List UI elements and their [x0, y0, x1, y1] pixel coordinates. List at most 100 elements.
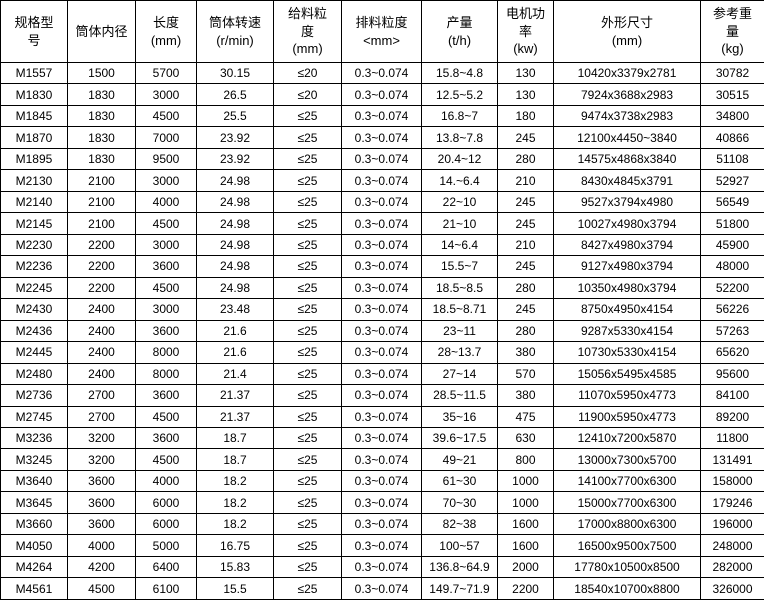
table-cell-discharge-size: 0.3~0.074: [341, 555, 422, 579]
table-cell-length: 3000: [135, 298, 197, 321]
table-cell-cylinder-diameter: 2700: [67, 384, 136, 407]
table-cell-feed-size: ≤20: [273, 83, 342, 106]
table-cell-model: M2145: [0, 212, 68, 235]
table-cell-output: 28.5~11.5: [421, 384, 498, 407]
table-cell-motor-power: 1000: [497, 469, 554, 493]
table-cell-model: M3245: [0, 448, 68, 471]
table-cell-length: 3600: [135, 319, 197, 343]
table-cell-reference-weight: 30515: [700, 83, 764, 106]
table-cell-reference-weight: 89200: [700, 405, 764, 428]
table-cell-cylinder-diameter: 1830: [67, 126, 136, 149]
table-cell-cylinder-diameter: 2400: [67, 341, 136, 364]
table-cell-feed-size: ≤25: [273, 212, 342, 235]
table-cell-output: 149.7~71.9: [421, 577, 498, 600]
table-cell-cylinder-diameter: 3200: [67, 448, 136, 471]
table-cell-output: 21~10: [421, 212, 498, 235]
table-cell-dimensions: 9474x3738x2983: [553, 104, 701, 128]
table-cell-dimensions: 16500x9500x7500: [553, 534, 701, 557]
table-cell-discharge-size: 0.3~0.074: [341, 255, 422, 278]
table-cell-model: M2480: [0, 362, 68, 386]
table-cell-model: M1845: [0, 104, 68, 128]
table-cell-dimensions: 8430x4845x3791: [553, 169, 701, 192]
table-cell-cylinder-diameter: 2200: [67, 233, 136, 257]
table-cell-motor-power: 1600: [497, 512, 554, 536]
table-cell-dimensions: 11070x5950x4773: [553, 384, 701, 407]
table-cell-output: 16.8~7: [421, 104, 498, 128]
table-cell-cylinder-diameter: 2100: [67, 212, 136, 235]
table-cell-output: 27~14: [421, 362, 498, 386]
table-row: M1895 1830 9500 23.92 ≤25 0.3~0.074 20.4~12 280…: [0, 147, 764, 171]
table-cell-discharge-size: 0.3~0.074: [341, 212, 422, 235]
table-cell-reference-weight: 84100: [700, 384, 764, 407]
table-cell-output: 28~13.7: [421, 341, 498, 364]
table-cell-feed-size: ≤25: [273, 104, 342, 128]
table-cell-rotation-speed: 25.5: [196, 104, 274, 128]
table-cell-dimensions: 11900x5950x4773: [553, 405, 701, 428]
table-cell-dimensions: 15056x5495x4585: [553, 362, 701, 386]
table-cell-rotation-speed: 24.98: [196, 190, 274, 214]
table-cell-motor-power: 210: [497, 233, 554, 257]
table-cell-cylinder-diameter: 3200: [67, 426, 136, 450]
table-cell-rotation-speed: 18.2: [196, 491, 274, 514]
table-cell-reference-weight: 51108: [700, 147, 764, 171]
table-row: M4561 4500 6100 15.5 ≤25 0.3~0.074 149.7~71.9 2…: [0, 577, 764, 600]
table-cell-cylinder-diameter: 1500: [67, 61, 136, 85]
column-header-rotation-speed: 筒体转速 (r/min): [196, 0, 274, 63]
table-row: M2445 2400 8000 21.6 ≤25 0.3~0.074 28~13.7 380 1…: [0, 341, 764, 364]
table-cell-discharge-size: 0.3~0.074: [341, 577, 422, 600]
table-cell-rotation-speed: 18.2: [196, 512, 274, 536]
table-cell-rotation-speed: 21.6: [196, 341, 274, 364]
table-cell-output: 15.5~7: [421, 255, 498, 278]
table-cell-cylinder-diameter: 4200: [67, 555, 136, 579]
table-cell-dimensions: 17000x8800x6300: [553, 512, 701, 536]
table-cell-discharge-size: 0.3~0.074: [341, 405, 422, 428]
table-cell-cylinder-diameter: 2700: [67, 405, 136, 428]
table-cell-feed-size: ≤25: [273, 384, 342, 407]
table-cell-reference-weight: 11800: [700, 426, 764, 450]
table-cell-motor-power: 380: [497, 341, 554, 364]
table-cell-dimensions: 8750x4950x4154: [553, 298, 701, 321]
table-cell-discharge-size: 0.3~0.074: [341, 448, 422, 471]
table-cell-feed-size: ≤25: [273, 577, 342, 600]
table-cell-rotation-speed: 23.92: [196, 147, 274, 171]
table-cell-model: M1557: [0, 61, 68, 85]
table-cell-length: 5000: [135, 534, 197, 557]
table-cell-model: M2140: [0, 190, 68, 214]
table-cell-cylinder-diameter: 4500: [67, 577, 136, 600]
table-row: M4050 4000 5000 16.75 ≤25 0.3~0.074 100~57 1600…: [0, 534, 764, 557]
column-header-feed-size: 给料粒 度 (mm): [273, 0, 342, 63]
table-body: M1557 1500 5700 30.15 ≤20 0.3~0.074 15.8~4.8 13…: [0, 61, 764, 600]
table-cell-model: M2130: [0, 169, 68, 192]
table-cell-output: 82~38: [421, 512, 498, 536]
table-cell-discharge-size: 0.3~0.074: [341, 104, 422, 128]
table-cell-dimensions: 18540x10700x8800: [553, 577, 701, 600]
table-cell-rotation-speed: 21.4: [196, 362, 274, 386]
table-cell-rotation-speed: 18.7: [196, 448, 274, 471]
table-cell-cylinder-diameter: 2400: [67, 319, 136, 343]
table-header: 规格型 号筒体内径 长度 (mm) 筒体转速 (r/min) 给料粒 度 (mm) 排料…: [0, 0, 764, 63]
table-cell-motor-power: 180: [497, 104, 554, 128]
table-cell-dimensions: 10420x3379x2781: [553, 61, 701, 85]
table-cell-model: M4050: [0, 534, 68, 557]
table-cell-cylinder-diameter: 4000: [67, 534, 136, 557]
table-row: M3640 3600 4000 18.2 ≤25 0.3~0.074 61~30 1000 14…: [0, 469, 764, 493]
table-cell-length: 7000: [135, 126, 197, 149]
table-cell-output: 39.6~17.5: [421, 426, 498, 450]
table-cell-output: 70~30: [421, 491, 498, 514]
table-cell-length: 4500: [135, 405, 197, 428]
table-cell-discharge-size: 0.3~0.074: [341, 469, 422, 493]
table-cell-rotation-speed: 18.7: [196, 426, 274, 450]
table-row: M3236 3200 3600 18.7 ≤25 0.3~0.074 39.6~17.5 63…: [0, 426, 764, 450]
table-cell-motor-power: 130: [497, 83, 554, 106]
table-row: M2436 2400 3600 21.6 ≤25 0.3~0.074 23~11 280 928…: [0, 319, 764, 343]
table-cell-length: 8000: [135, 341, 197, 364]
table-cell-feed-size: ≤25: [273, 512, 342, 536]
table-cell-model: M4264: [0, 555, 68, 579]
table-cell-reference-weight: 57263: [700, 319, 764, 343]
table-cell-output: 14~6.4: [421, 233, 498, 257]
table-row: M2236 2200 3600 24.98 ≤25 0.3~0.074 15.5~7 245 9…: [0, 255, 764, 278]
table-cell-feed-size: ≤25: [273, 491, 342, 514]
table-cell-motor-power: 1000: [497, 491, 554, 514]
table-cell-reference-weight: 196000: [700, 512, 764, 536]
table-cell-motor-power: 245: [497, 190, 554, 214]
